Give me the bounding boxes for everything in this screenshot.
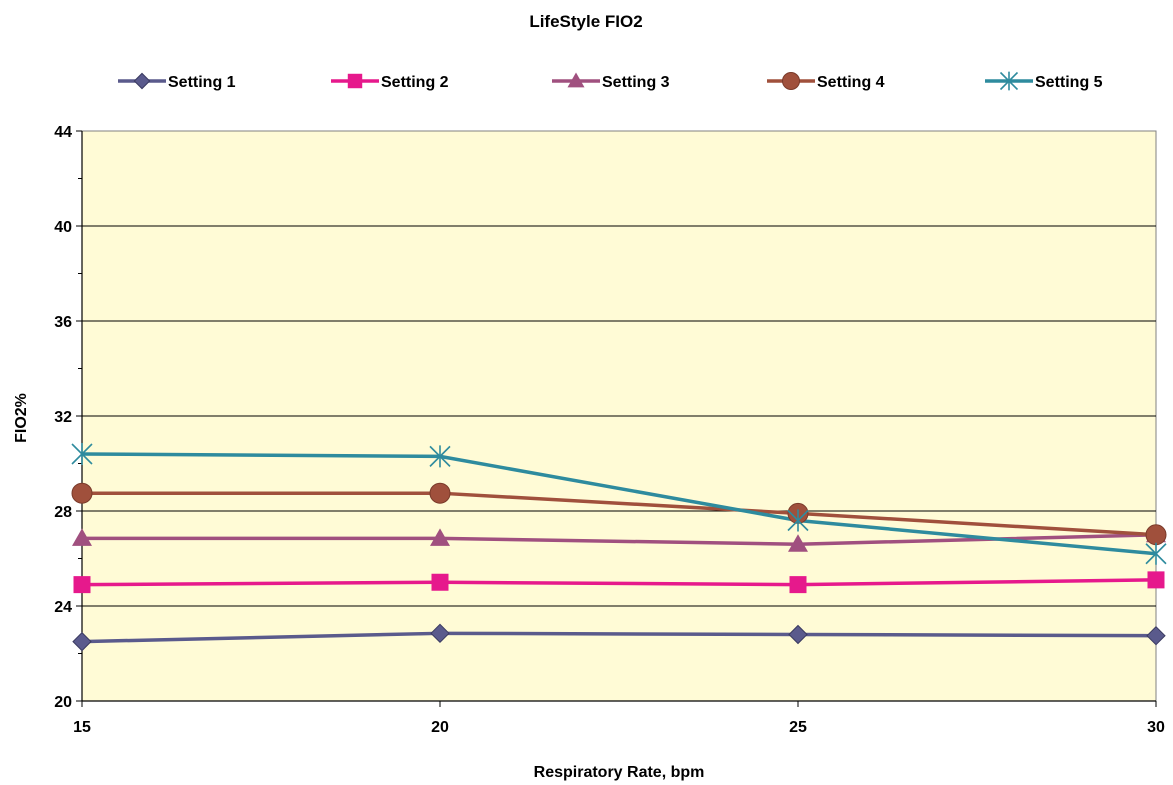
data-point-setting-2-x30 xyxy=(1147,571,1165,589)
x-tick-label-30: 30 xyxy=(1147,719,1165,736)
data-point-setting-1-x30 xyxy=(1146,625,1166,646)
legend-swatch-marker xyxy=(999,71,1019,91)
legend-item-setting-1: Setting 1 xyxy=(118,72,236,91)
legend-swatch-marker xyxy=(782,72,800,90)
x-tick-label-15: 15 xyxy=(73,719,91,736)
x-tick-label-20: 20 xyxy=(431,719,449,736)
legend-label: Setting 2 xyxy=(381,74,449,91)
legend-label: Setting 3 xyxy=(602,74,670,91)
y-tick-label-28: 28 xyxy=(54,504,72,521)
data-point-setting-5-x25 xyxy=(787,509,809,532)
gridlines xyxy=(82,225,1156,607)
series-line-setting-3 xyxy=(82,533,1157,546)
legend-swatch-marker xyxy=(567,72,585,88)
series-line-setting-5 xyxy=(81,452,1157,556)
series-lines xyxy=(81,452,1157,644)
legend-item-setting-4: Setting 4 xyxy=(767,72,885,91)
data-point-setting-1-x15 xyxy=(72,631,92,652)
y-tick-label-36: 36 xyxy=(54,314,72,331)
data-point-setting-3-x15 xyxy=(72,528,92,546)
data-point-setting-2-x15 xyxy=(73,576,91,594)
data-point-setting-4-x20 xyxy=(429,482,451,504)
data-point-setting-1-x20 xyxy=(430,623,450,644)
legend-label: Setting 5 xyxy=(1035,74,1103,91)
y-tick-label-20: 20 xyxy=(54,694,72,711)
data-point-setting-5-x15 xyxy=(71,443,93,465)
y-tick-label-44: 44 xyxy=(54,124,72,141)
series-line-setting-2 xyxy=(81,578,1157,587)
data-point-setting-3-x25 xyxy=(788,534,808,552)
y-tick-label-40: 40 xyxy=(54,219,72,236)
legend-item-setting-2: Setting 2 xyxy=(331,73,449,91)
x-tick-label-25: 25 xyxy=(789,719,807,736)
x-axis-label: Respiratory Rate, bpm xyxy=(534,764,705,781)
y-tick-label-24: 24 xyxy=(54,599,72,616)
x-axis-ticks: 15 20 25 30 xyxy=(73,701,1165,736)
y-axis-label: FIO2% xyxy=(13,393,30,443)
legend-label: Setting 1 xyxy=(168,74,236,91)
data-point-setting-1-x25 xyxy=(788,624,808,645)
series-line-setting-1 xyxy=(81,631,1157,644)
data-point-setting-5-x30 xyxy=(1145,542,1167,565)
legend-item-setting-3: Setting 3 xyxy=(552,72,670,91)
data-point-setting-4-x30 xyxy=(1145,524,1167,546)
legend-swatch-marker xyxy=(347,73,363,89)
chart-title: LifeStyle FIO2 xyxy=(529,12,642,31)
y-tick-label-32: 32 xyxy=(54,409,72,426)
data-point-setting-2-x25 xyxy=(789,576,807,594)
y-axis-ticks: 20 24 28 32 36 40 44 xyxy=(54,124,82,711)
data-point-setting-3-x20 xyxy=(430,528,450,546)
data-point-setting-5-x20 xyxy=(429,445,451,468)
legend-swatch-marker xyxy=(133,72,151,90)
legend: Setting 1 Setting 2 Setting 3 Setting 4 Sett… xyxy=(118,71,1103,91)
legend-label: Setting 4 xyxy=(817,74,885,91)
series-markers xyxy=(71,443,1167,652)
data-point-setting-4-x15 xyxy=(71,482,93,504)
series-line-setting-4 xyxy=(82,491,1157,537)
data-point-setting-2-x20 xyxy=(431,573,449,591)
legend-item-setting-5: Setting 5 xyxy=(985,71,1103,91)
